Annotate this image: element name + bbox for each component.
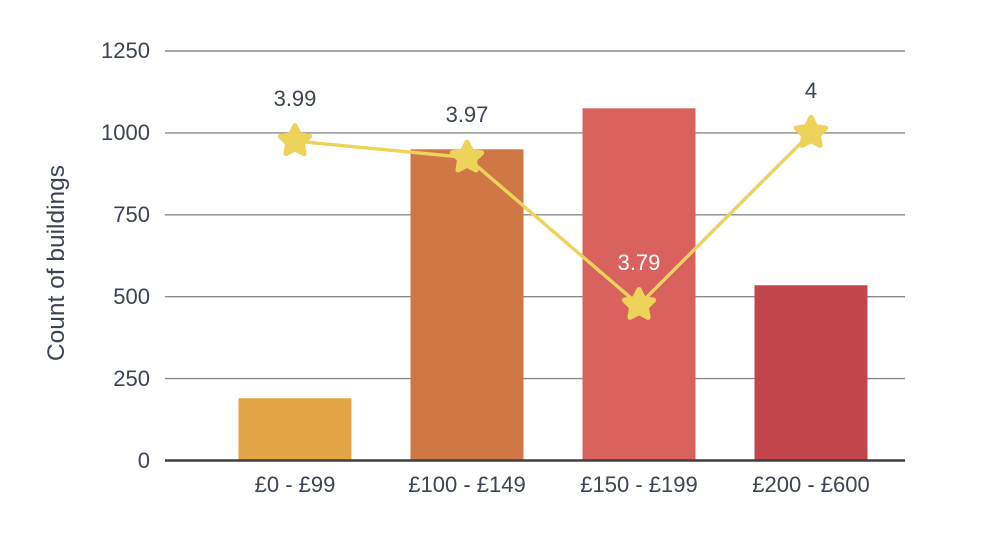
y-tick-label: 750 <box>113 201 150 227</box>
y-axis-title: Count of buildings <box>43 164 70 362</box>
line-series <box>294 131 813 308</box>
x-category-label: £100 - £149 <box>408 472 526 497</box>
point-label: 3.97 <box>445 102 489 128</box>
x-category-label: £150 - £199 <box>580 472 698 497</box>
point-label: 3.79 <box>617 249 661 275</box>
x-category-label: £200 - £600 <box>752 472 870 497</box>
bar <box>410 149 524 461</box>
point-label: 3.99 <box>273 86 317 112</box>
y-tick-label: 1000 <box>101 119 150 145</box>
bar <box>238 398 352 461</box>
star-marker <box>277 123 313 157</box>
star-marker <box>793 114 829 148</box>
bar <box>754 285 868 461</box>
y-tick-label: 500 <box>113 283 150 309</box>
point-label: 4 <box>804 77 818 103</box>
x-category-label: £0 - £99 <box>254 472 336 497</box>
y-tick-label: 250 <box>113 365 150 391</box>
star-marker <box>621 286 657 320</box>
bar <box>582 108 696 461</box>
y-tick-label: 1250 <box>101 38 150 63</box>
star-marker <box>449 139 485 173</box>
y-tick-label: 0 <box>137 447 150 473</box>
